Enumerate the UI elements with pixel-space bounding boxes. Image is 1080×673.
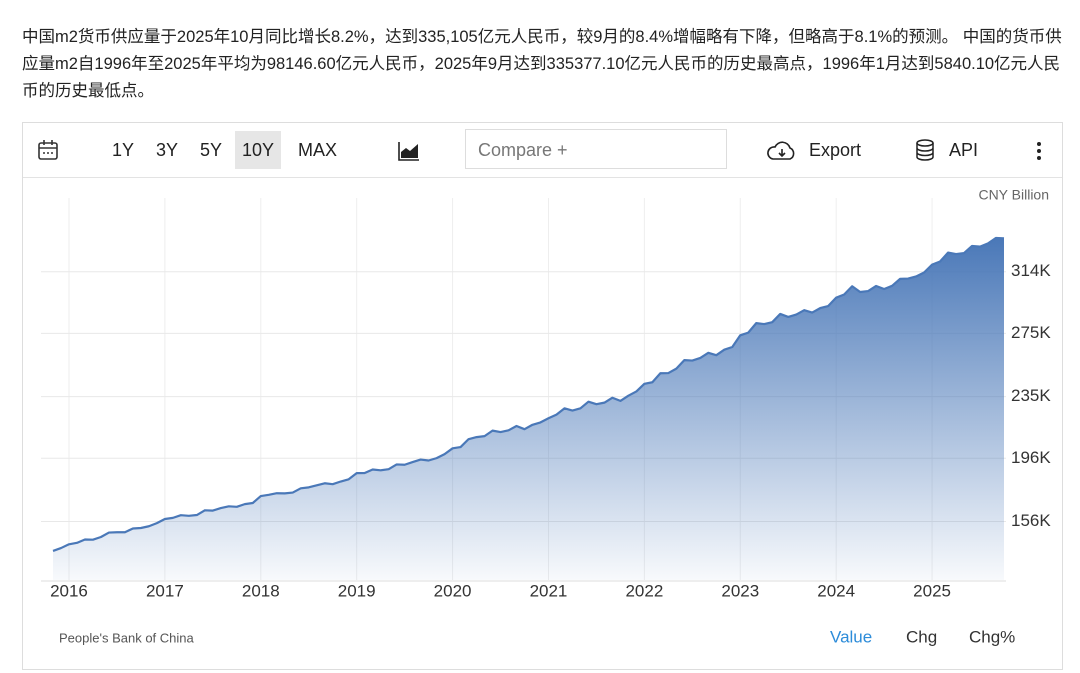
x-tick-label: 2018 (242, 581, 280, 600)
y-tick-label: 196K (1011, 448, 1051, 467)
y-tick-label: 275K (1011, 323, 1051, 342)
footer-tab[interactable]: Chg (906, 627, 937, 646)
x-tick-label: 2022 (625, 581, 663, 600)
x-tick-label: 2016 (50, 581, 88, 600)
x-tick-label: 2020 (434, 581, 472, 600)
y-tick-label: 235K (1011, 386, 1051, 405)
y-tick-label: 156K (1011, 511, 1051, 530)
x-tick-label: 2021 (530, 581, 568, 600)
range-button[interactable]: 10Y (235, 131, 282, 169)
api-button[interactable]: API (949, 140, 979, 160)
x-tick-label: 2023 (721, 581, 759, 600)
chart-type-icon[interactable] (397, 140, 421, 162)
chart: CNY Billion People's Bank of China 2016 2… (41, 187, 1051, 646)
area-fill (53, 237, 1004, 580)
calendar-icon[interactable] (37, 139, 59, 161)
line (52, 236, 1005, 552)
x-tick-label: 2025 (913, 581, 951, 600)
footer-tab[interactable]: Chg% (969, 627, 1015, 646)
range-button[interactable]: MAX (298, 140, 338, 160)
x-tick-label: 2017 (146, 581, 184, 600)
x-tick-label: 2024 (817, 581, 855, 600)
export-button[interactable]: Export (809, 140, 862, 160)
compare-input[interactable]: Compare + (465, 129, 727, 169)
range-button[interactable]: 1Y (112, 140, 135, 160)
export-icon[interactable] (765, 140, 799, 162)
api-icon[interactable] (915, 138, 935, 162)
range-button[interactable]: 3Y (156, 140, 179, 160)
x-tick-label: 2019 (338, 581, 376, 600)
toolbar: 1Y 3Y 5Y 10Y MAX Compare + Export API (23, 123, 1062, 178)
y-tick-label: 314K (1011, 261, 1051, 280)
chart-panel: 1Y 3Y 5Y 10Y MAX Compare + Export API CNY Bi… (22, 122, 1063, 670)
footer-tab[interactable]: Value (830, 627, 872, 646)
more-menu-icon[interactable] (1035, 140, 1043, 162)
range-button[interactable]: 5Y (200, 140, 223, 160)
description: 中国m2货币供应量于2025年10月同比增长8.2%，达到335,105亿元人民… (22, 28, 1062, 100)
unit-label: CNY Billion (978, 187, 1049, 203)
source: People's Bank of China (59, 630, 195, 645)
